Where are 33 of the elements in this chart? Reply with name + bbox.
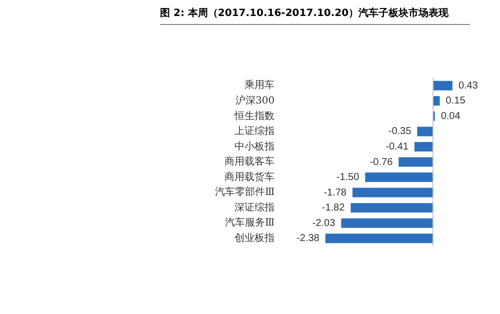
data-label: 0.04: [440, 110, 461, 122]
y-tick-label: 上证综指: [234, 125, 275, 138]
bar: [433, 96, 440, 106]
y-tick-label: 深证综指: [234, 201, 275, 214]
data-label: -2.03: [312, 218, 336, 229]
y-tick-label: 创业板指: [234, 232, 275, 244]
data-label: -0.41: [386, 141, 409, 152]
y-tick-label: 中小板指: [234, 140, 275, 152]
chart-title: 图 2: 本周（2017.10.16-2017.10.20）汽车子板块市场表现: [160, 6, 470, 25]
y-tick-label: 商用载客车: [224, 156, 275, 168]
y-tick-label: 沪深300: [236, 94, 275, 107]
data-label: 0.43: [458, 80, 478, 92]
bar: [325, 234, 434, 244]
bar: [417, 126, 434, 136]
y-tick-label: 汽车零部件Ⅲ: [214, 186, 275, 198]
bar: [352, 188, 434, 198]
data-label: -1.78: [324, 187, 347, 198]
bar: [398, 157, 434, 167]
y-tick-label: 汽车服务Ⅲ: [224, 216, 275, 229]
bar: [350, 203, 434, 213]
y-tick-label: 乘用车: [244, 79, 275, 92]
data-label: -1.50: [336, 172, 360, 184]
data-label: 0.15: [446, 96, 466, 107]
data-label: -0.35: [388, 126, 412, 138]
bar: [341, 218, 434, 228]
y-tick-label: 恒生指数: [234, 110, 275, 122]
data-label: -0.76: [370, 156, 394, 168]
bar: [414, 142, 434, 152]
bar: [433, 80, 452, 90]
bar: [365, 172, 434, 182]
data-label: -2.38: [296, 233, 320, 244]
data-label: -1.82: [322, 202, 346, 214]
y-tick-label: 商用载货车: [224, 170, 275, 183]
